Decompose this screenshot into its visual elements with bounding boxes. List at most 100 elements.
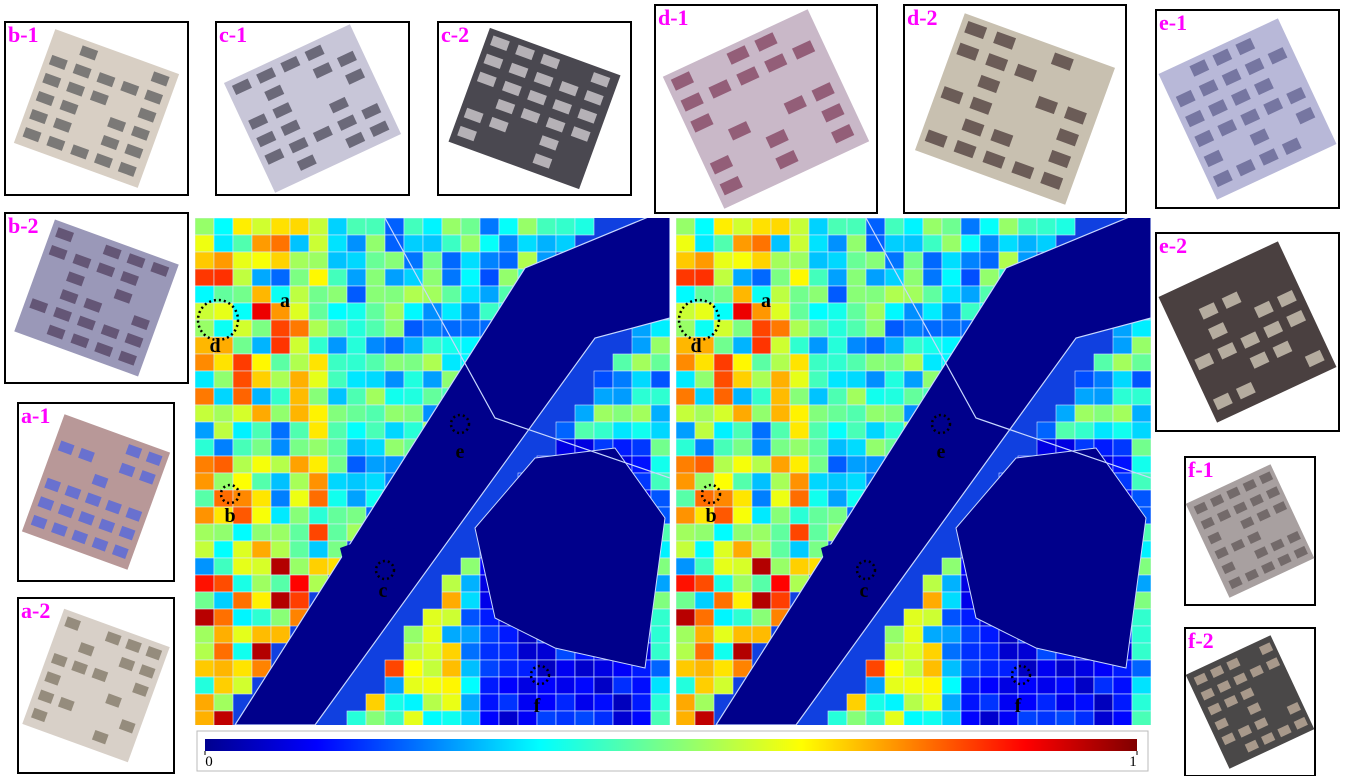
district (961, 711, 980, 728)
district (961, 269, 980, 286)
district (385, 286, 404, 303)
district (676, 575, 695, 592)
district (556, 711, 575, 728)
district (695, 218, 714, 235)
marker-label: d (209, 335, 220, 357)
district (1132, 388, 1151, 405)
district (771, 422, 790, 439)
district (423, 235, 442, 252)
district (347, 507, 366, 524)
district (809, 269, 828, 286)
district (885, 371, 904, 388)
district (1094, 388, 1113, 405)
district (980, 643, 999, 660)
district (790, 422, 809, 439)
district (594, 405, 613, 422)
district (847, 218, 866, 235)
district (366, 405, 385, 422)
district (385, 235, 404, 252)
district (1075, 711, 1094, 728)
district (461, 235, 480, 252)
district (309, 473, 328, 490)
district (195, 252, 214, 269)
district (904, 286, 923, 303)
district (961, 660, 980, 677)
district (423, 643, 442, 660)
district (1113, 388, 1132, 405)
district (1113, 694, 1132, 711)
district (733, 490, 752, 507)
district (1018, 235, 1037, 252)
district (404, 252, 423, 269)
district (1132, 626, 1151, 643)
district (885, 235, 904, 252)
district (442, 694, 461, 711)
district (733, 609, 752, 626)
district (328, 354, 347, 371)
district (328, 439, 347, 456)
district (790, 286, 809, 303)
district (347, 252, 366, 269)
district (252, 439, 271, 456)
district (309, 320, 328, 337)
district (214, 371, 233, 388)
district (676, 490, 695, 507)
district (233, 643, 252, 660)
district (676, 405, 695, 422)
district (404, 371, 423, 388)
district (714, 235, 733, 252)
district (290, 269, 309, 286)
district (252, 269, 271, 286)
district (651, 371, 670, 388)
district (613, 405, 632, 422)
district (271, 371, 290, 388)
district (828, 286, 847, 303)
district (594, 660, 613, 677)
district (1132, 711, 1151, 728)
district (1132, 371, 1151, 388)
district (537, 218, 556, 235)
thumbnail: c-2 (438, 22, 631, 195)
district (676, 422, 695, 439)
district (309, 269, 328, 286)
district (942, 592, 961, 609)
district (923, 303, 942, 320)
district (733, 643, 752, 660)
district (847, 337, 866, 354)
district (676, 388, 695, 405)
thumbnail-label: d-1 (658, 5, 689, 30)
district (233, 388, 252, 405)
district (290, 405, 309, 422)
district (518, 677, 537, 694)
district (733, 337, 752, 354)
district (904, 269, 923, 286)
district (309, 337, 328, 354)
marker-label: a (280, 290, 290, 312)
district (695, 660, 714, 677)
district (752, 490, 771, 507)
district (714, 558, 733, 575)
district (771, 524, 790, 541)
district (828, 388, 847, 405)
district (385, 694, 404, 711)
district (632, 354, 651, 371)
district (885, 320, 904, 337)
district (923, 252, 942, 269)
district (866, 439, 885, 456)
district (771, 388, 790, 405)
district (923, 677, 942, 694)
district (404, 643, 423, 660)
district (980, 711, 999, 728)
district (885, 677, 904, 694)
district (1113, 405, 1132, 422)
district (290, 303, 309, 320)
district (442, 252, 461, 269)
thumbnail: e-1 (1156, 10, 1339, 208)
district (366, 694, 385, 711)
district (714, 269, 733, 286)
district (733, 626, 752, 643)
district (404, 354, 423, 371)
district (271, 252, 290, 269)
district (252, 507, 271, 524)
district (847, 354, 866, 371)
